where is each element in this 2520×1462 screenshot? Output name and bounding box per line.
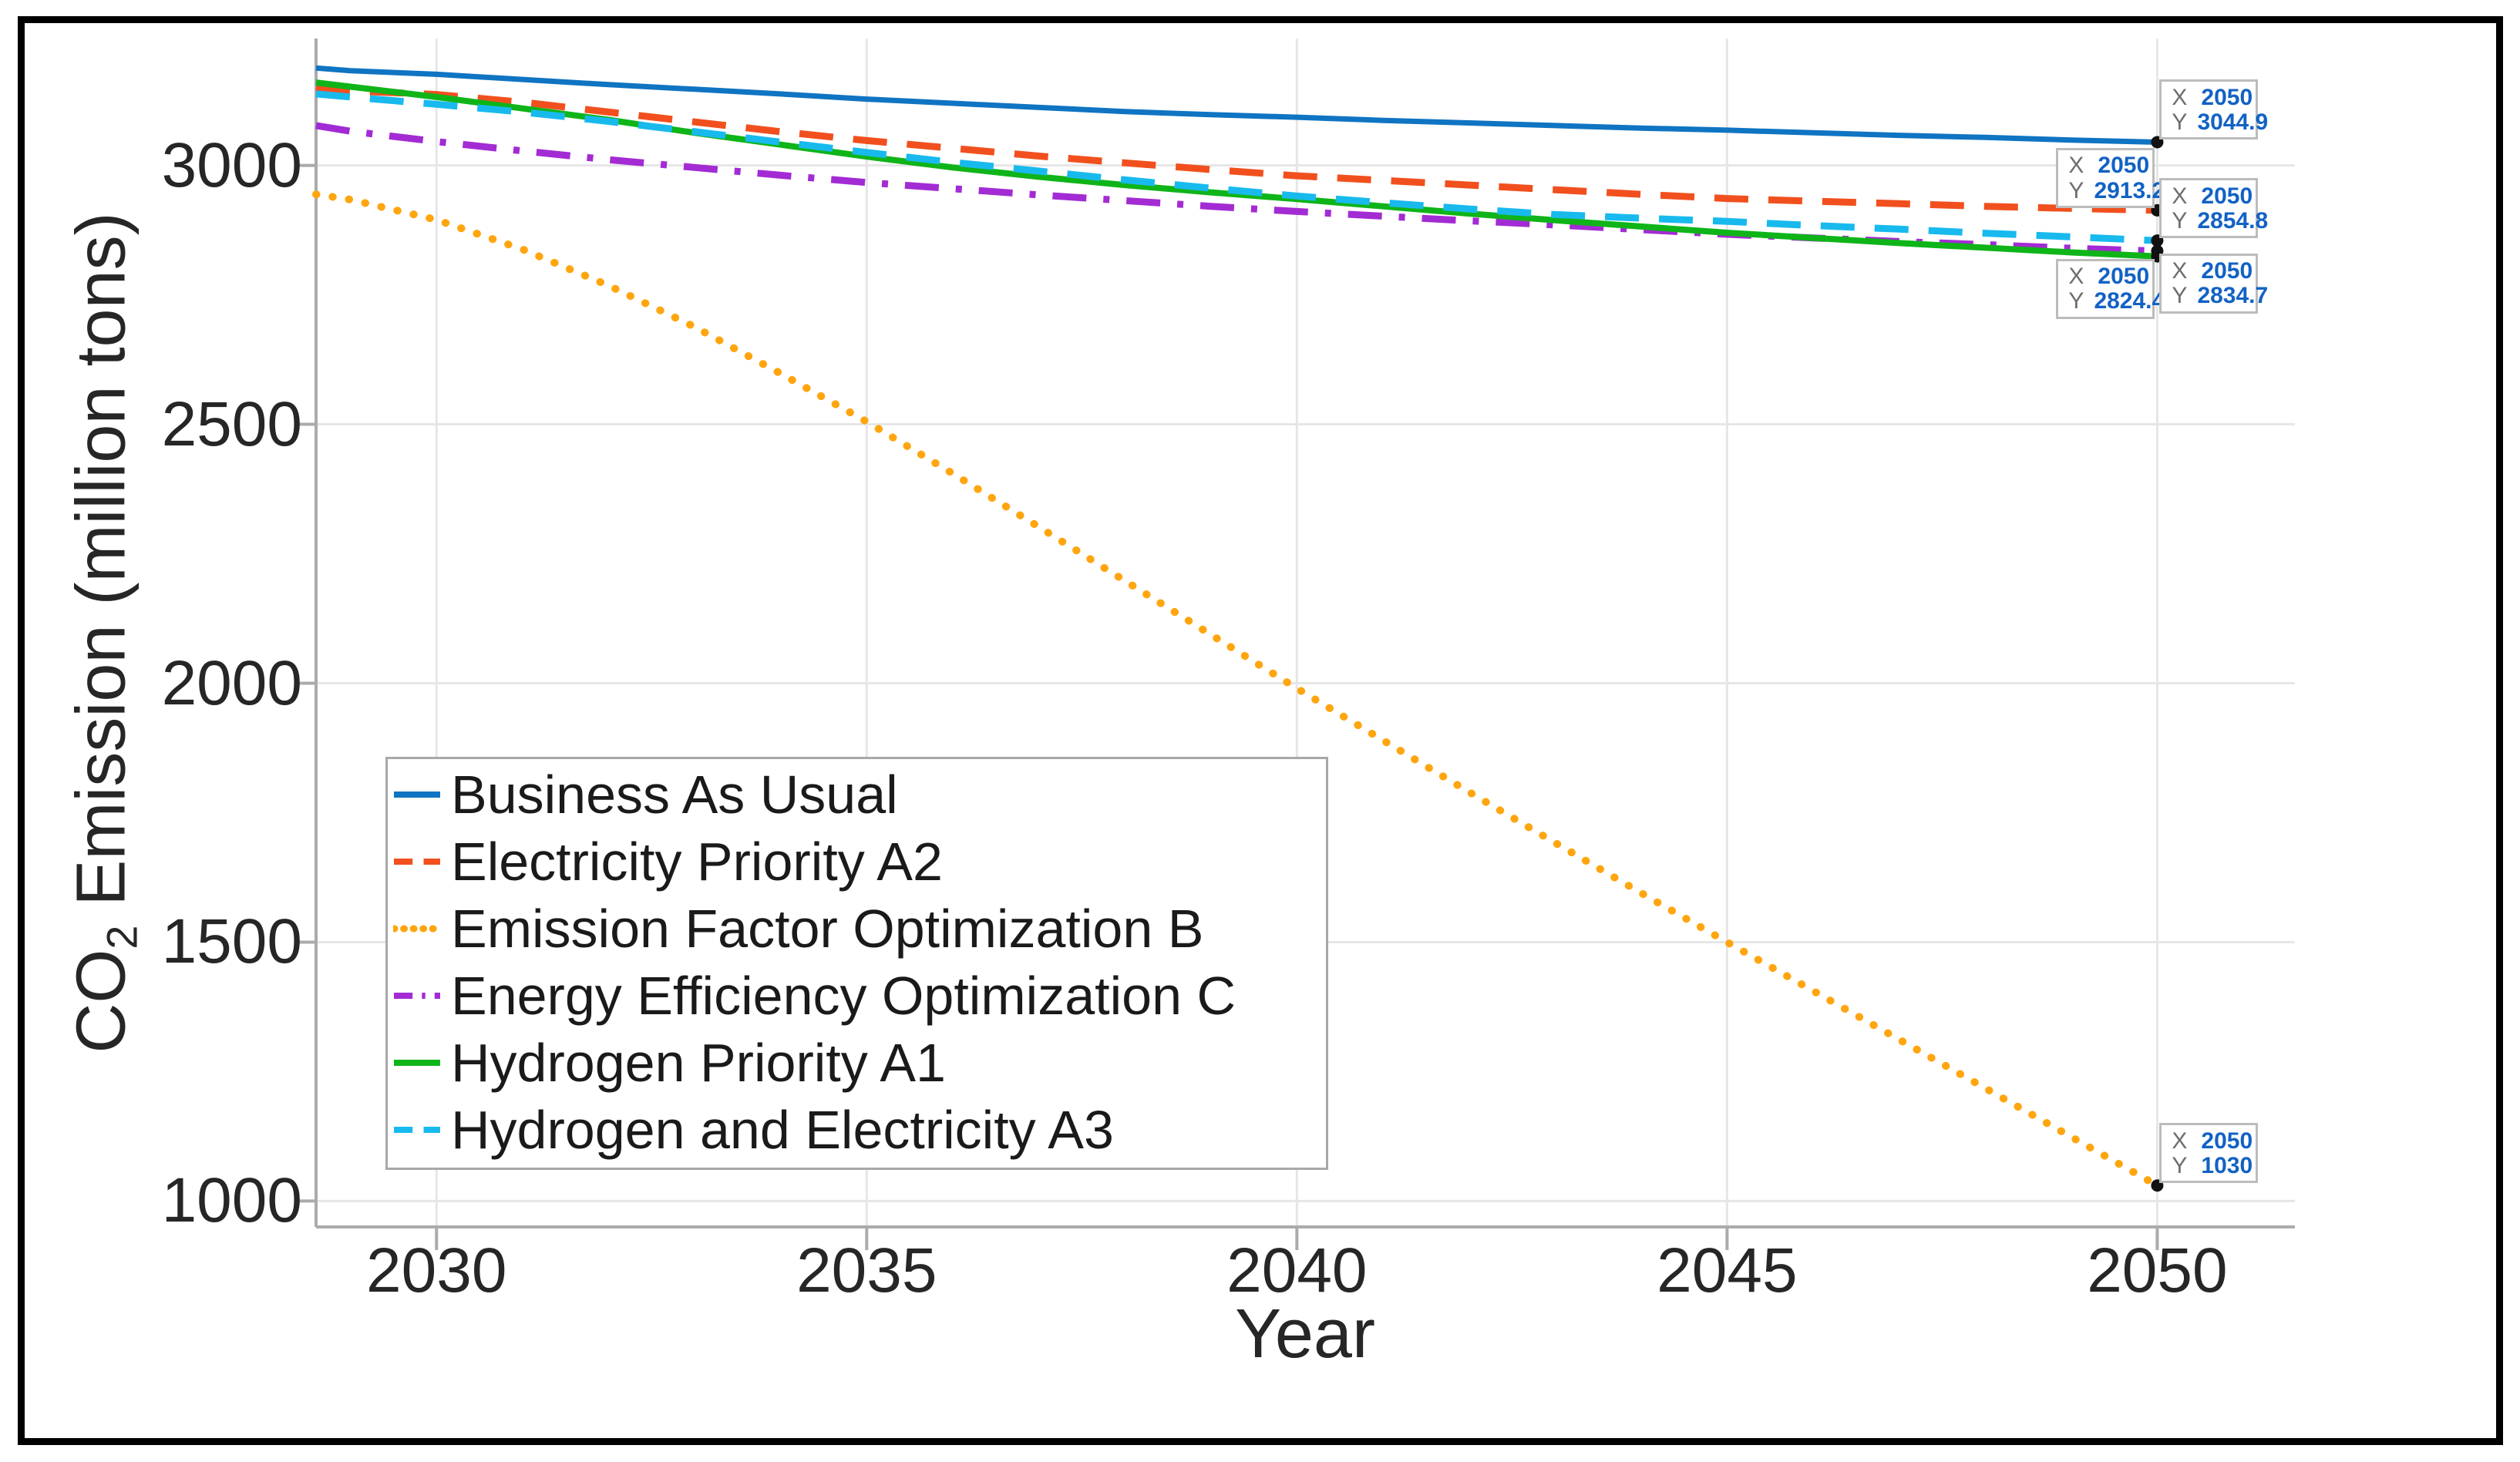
- y-axis-label-post: Emission (million tons): [62, 212, 140, 926]
- series-line-hydrogen-and-electricity-a3[interactable]: [315, 90, 2158, 244]
- datatip-x-value: 2050: [2201, 258, 2253, 284]
- datatip-x-value: 2050: [2201, 1128, 2253, 1154]
- datatip-y-label: Y: [2172, 207, 2188, 234]
- y-tick-label-3000: 3000: [161, 129, 302, 200]
- legend-line-sample-electricity-priority-a2: [394, 858, 440, 865]
- datatip-box-5[interactable]: X 2050 Y 1030: [2159, 1123, 2259, 1184]
- legend-line-sample-business-as-usual: [394, 791, 440, 798]
- datatip-row-x: X 2050: [2172, 1129, 2256, 1153]
- x-tick-label-2045: 2045: [1657, 1235, 1798, 1306]
- y-tick-label-2000: 2000: [161, 647, 302, 718]
- axes-spines: [315, 39, 2295, 1228]
- datatip-y-value: 2913.2: [2094, 177, 2165, 203]
- legend-line-sample-emission-factor-optimization-b: [393, 925, 441, 932]
- legend-line-sample-energy-efficiency-optimization-c: [394, 992, 440, 999]
- legend-line-sample-hydrogen-and-electricity-a3: [394, 1126, 440, 1133]
- series-line-electricity-priority-a2[interactable]: [315, 85, 2158, 214]
- datatip-row-y: Y 3044.9: [2172, 109, 2268, 136]
- datatip-x-value: 2050: [2201, 84, 2253, 110]
- datatip-row-y: Y 2824.4: [2068, 288, 2165, 314]
- legend-label-hydrogen-priority-a1: Hydrogen Priority A1: [451, 1032, 946, 1093]
- datatip-y-value: 1030: [2201, 1152, 2253, 1178]
- legend-label-energy-efficiency-optimization-c: Energy Efficiency Optimization C: [451, 965, 1236, 1026]
- legend-label-hydrogen-and-electricity-a3: Hydrogen and Electricity A3: [451, 1099, 1114, 1160]
- datatip-row-x: X 2050: [2068, 153, 2152, 177]
- x-tick-label-2035: 2035: [796, 1235, 937, 1306]
- legend-line-sample-hydrogen-priority-a1: [394, 1059, 440, 1066]
- x-tick-label-2030: 2030: [366, 1235, 507, 1306]
- datatip-y-label: Y: [2068, 177, 2084, 203]
- datatip-box-0[interactable]: X 2050 Y 3044.9: [2159, 79, 2268, 140]
- datatip-box-1[interactable]: X 2050 Y 2913.2: [2056, 147, 2165, 208]
- datatip-row-y: Y 1030: [2172, 1154, 2256, 1178]
- legend-label-electricity-priority-a2: Electricity Priority A2: [451, 831, 943, 892]
- datatip-y-value: 2824.4: [2094, 288, 2165, 314]
- datatip-x-label: X: [2172, 258, 2188, 284]
- legend-label-emission-factor-optimization-b: Emission Factor Optimization B: [451, 898, 1204, 959]
- datatip-box-2[interactable]: X 2050 Y 2854.8: [2159, 178, 2268, 239]
- datatip-box-4[interactable]: X 2050 Y 2834.7: [2159, 253, 2268, 314]
- datatip-x-value: 2050: [2201, 183, 2253, 209]
- legend-item-energy-efficiency-optimization-c[interactable]: Energy Efficiency Optimization C: [388, 962, 1326, 1029]
- datatip-row-x: X 2050: [2068, 264, 2152, 288]
- datatip-y-value: 3044.9: [2197, 109, 2269, 136]
- series-line-hydrogen-priority-a1[interactable]: [315, 79, 2158, 260]
- tick-marks: [294, 163, 2159, 1250]
- y-tick-label-1000: 1000: [161, 1165, 302, 1236]
- datatip-y-value: 2834.7: [2197, 283, 2269, 309]
- datatip-x-label: X: [2068, 153, 2084, 179]
- x-tick-label-2050: 2050: [2087, 1235, 2228, 1306]
- datatip-row-y: Y 2834.7: [2172, 283, 2268, 309]
- datatip-x-value: 2050: [2098, 263, 2150, 289]
- datatip-x-label: X: [2172, 183, 2188, 209]
- series-line-emission-factor-optimization-b[interactable]: [312, 190, 2162, 1190]
- datatip-y-label: Y: [2068, 288, 2084, 314]
- datatip-y-value: 2854.8: [2197, 207, 2269, 234]
- datatip-row-x: X 2050: [2172, 86, 2256, 109]
- datatip-y-label: Y: [2172, 283, 2188, 309]
- datatip-row-y: Y 2913.2: [2068, 177, 2165, 203]
- datatip-y-label: Y: [2172, 1152, 2188, 1178]
- datatip-box-3[interactable]: X 2050 Y 2824.4: [2056, 258, 2165, 319]
- y-tick-label-1500: 1500: [161, 906, 302, 977]
- legend-item-business-as-usual[interactable]: Business As Usual: [388, 761, 1326, 828]
- datatip-row-x: X 2050: [2172, 184, 2256, 208]
- x-axis-label: Year: [1235, 1296, 1375, 1373]
- datatip-x-label: X: [2068, 263, 2084, 289]
- legend[interactable]: Business As Usual Electricity Priority A2…: [385, 757, 1328, 1170]
- y-tick-label-2500: 2500: [161, 388, 302, 459]
- series-line-energy-efficiency-optimization-c[interactable]: [315, 122, 2158, 255]
- datatip-y-label: Y: [2172, 109, 2188, 136]
- datatip-x-value: 2050: [2098, 153, 2150, 179]
- series-line-business-as-usual[interactable]: [315, 65, 2158, 145]
- data-series: [312, 65, 2162, 1190]
- datatip-row-x: X 2050: [2172, 259, 2256, 283]
- legend-item-emission-factor-optimization-b[interactable]: Emission Factor Optimization B: [388, 895, 1326, 962]
- legend-item-hydrogen-priority-a1[interactable]: Hydrogen Priority A1: [388, 1029, 1326, 1096]
- datatip-row-y: Y 2854.8: [2172, 207, 2268, 234]
- datatip-x-label: X: [2172, 84, 2188, 110]
- legend-item-hydrogen-and-electricity-a3[interactable]: Hydrogen and Electricity A3: [388, 1096, 1326, 1163]
- legend-item-electricity-priority-a2[interactable]: Electricity Priority A2: [388, 828, 1326, 895]
- datatip-x-label: X: [2172, 1128, 2188, 1154]
- legend-label-business-as-usual: Business As Usual: [451, 764, 898, 825]
- x-tick-label-2040: 2040: [1226, 1235, 1368, 1306]
